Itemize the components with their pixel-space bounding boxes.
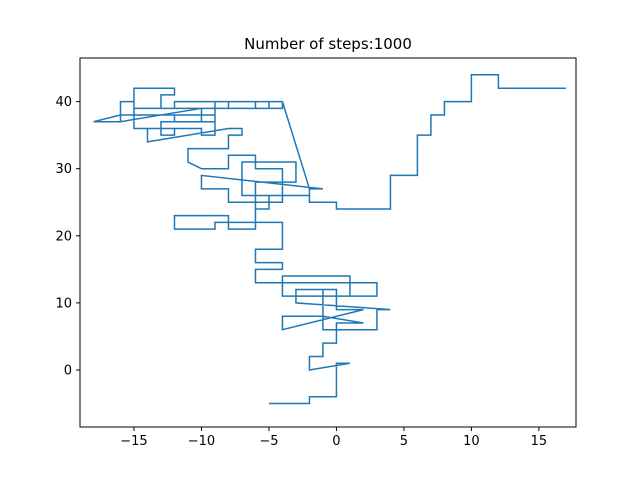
y-tick-label: 30 <box>55 162 72 177</box>
x-tick-label: 0 <box>332 434 340 449</box>
x-tick-label: −15 <box>120 434 147 449</box>
x-axis: −15 −10 −5 0 5 10 15 <box>120 427 547 449</box>
x-tick-label: 15 <box>531 434 548 449</box>
chart-title: Number of steps:1000 <box>244 35 412 53</box>
y-tick-label: 20 <box>55 229 72 244</box>
y-axis: 0 10 20 30 40 <box>55 95 80 378</box>
x-tick-label: −5 <box>259 434 278 449</box>
x-tick-label: −10 <box>188 434 215 449</box>
x-tick-label: 5 <box>400 434 408 449</box>
y-tick-label: 10 <box>55 296 72 311</box>
x-tick-label: 10 <box>463 434 480 449</box>
y-tick-label: 0 <box>64 363 72 378</box>
walk-path <box>93 74 566 405</box>
plot-frame <box>79 57 577 428</box>
plot-area <box>93 74 566 405</box>
y-tick-label: 40 <box>55 95 72 110</box>
